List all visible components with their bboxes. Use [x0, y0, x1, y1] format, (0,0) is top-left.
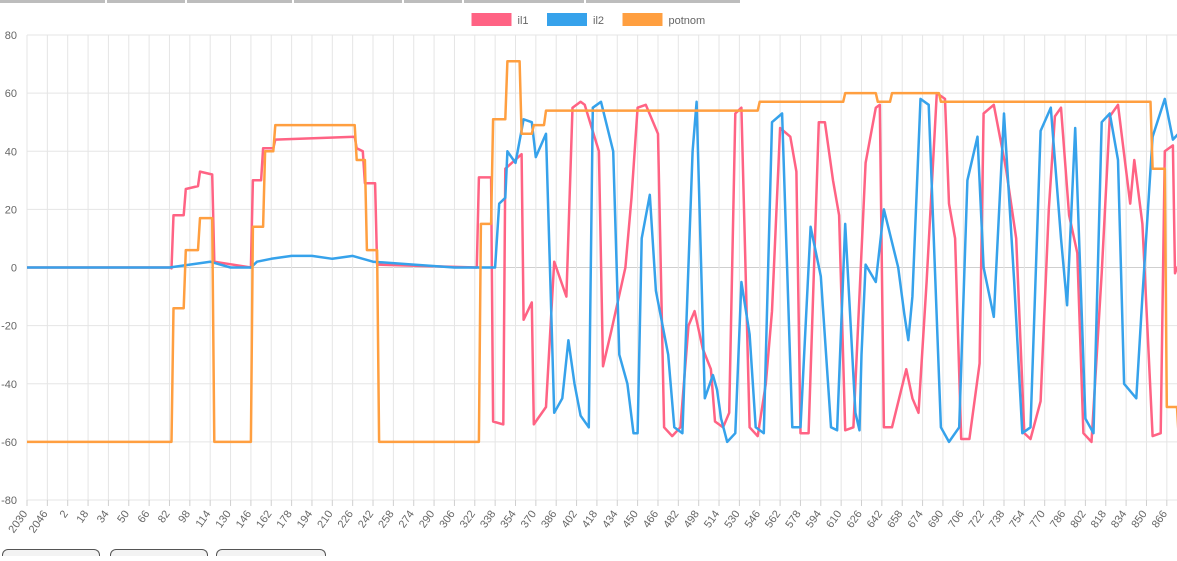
y-tick-label: 80 — [5, 30, 17, 42]
y-tick-label: 0 — [11, 263, 17, 275]
x-tick-label: 162 — [254, 508, 274, 530]
x-tick-label: 434 — [600, 508, 620, 530]
x-tick-label: 34 — [95, 508, 112, 525]
x-tick-label: 850 — [1129, 508, 1149, 530]
x-tick-label: 370 — [519, 508, 539, 530]
x-tick-label: 50 — [115, 508, 132, 525]
x-tick-label: 2 — [58, 508, 71, 520]
series-line-il2 — [27, 97, 1177, 444]
bottom-button-1[interactable] — [2, 549, 100, 556]
x-tick-label: 594 — [804, 508, 824, 530]
legend-label-il2: il2 — [593, 15, 604, 27]
x-tick-label: 642 — [865, 508, 885, 530]
x-tick-label: 210 — [315, 508, 335, 530]
x-tick-label: 146 — [234, 508, 254, 530]
y-tick-label: -20 — [1, 321, 17, 333]
legend-swatch-il2 — [547, 13, 587, 26]
x-tick-label: 466 — [641, 508, 661, 530]
x-tick-label: 546 — [743, 508, 763, 530]
y-tick-label: 60 — [5, 88, 17, 100]
x-tick-label: 274 — [397, 508, 417, 530]
x-tick-label: 2030 — [6, 508, 30, 535]
x-tick-label: 82 — [156, 508, 173, 525]
x-tick-label: 418 — [580, 508, 600, 530]
y-tick-label: 40 — [5, 146, 17, 158]
x-tick-label: 450 — [621, 508, 641, 530]
x-tick-label: 834 — [1109, 508, 1129, 530]
x-tick-label: 674 — [906, 508, 926, 530]
x-tick-label: 194 — [295, 508, 315, 530]
x-tick-label: 690 — [926, 508, 946, 530]
x-tick-label: 482 — [661, 508, 681, 530]
x-tick-label: 722 — [967, 508, 987, 530]
y-tick-label: 20 — [5, 204, 17, 216]
x-tick-label: 402 — [560, 508, 580, 530]
x-tick-label: 338 — [478, 508, 498, 530]
x-tick-label: 770 — [1028, 508, 1048, 530]
x-tick-label: 610 — [824, 508, 844, 530]
x-tick-label: 242 — [356, 508, 376, 530]
x-tick-label: 322 — [458, 508, 478, 530]
x-tick-label: 98 — [176, 508, 193, 525]
x-tick-label: 866 — [1150, 508, 1170, 530]
x-tick-label: 130 — [213, 508, 233, 530]
x-tick-label: 306 — [437, 508, 457, 530]
x-tick-label: 114 — [194, 508, 214, 529]
legend-swatch-potnom — [622, 13, 663, 26]
x-tick-label: 562 — [763, 508, 783, 530]
x-tick-label: 178 — [275, 508, 295, 530]
x-tick-label: 818 — [1089, 508, 1109, 530]
x-tick-label: 498 — [682, 508, 702, 530]
top-tab-strip — [0, 0, 740, 3]
x-tick-label: 754 — [1007, 508, 1027, 530]
x-tick-label: 658 — [885, 508, 905, 530]
legend-swatch-il1 — [471, 13, 512, 26]
x-tick-label: 226 — [336, 508, 356, 530]
x-tick-label: 530 — [722, 508, 742, 530]
x-tick-label: 2046 — [27, 508, 51, 535]
y-tick-label: -40 — [1, 379, 17, 391]
x-tick-label: 738 — [987, 508, 1007, 530]
y-tick-label: -80 — [1, 495, 17, 507]
x-tick-label: 18 — [75, 508, 92, 525]
y-tick-label: -60 — [1, 437, 17, 449]
x-tick-label: 514 — [702, 508, 722, 530]
x-tick-label: 802 — [1068, 508, 1088, 530]
x-tick-label: 66 — [136, 508, 153, 525]
x-tick-label: 290 — [417, 508, 437, 530]
legend-label-potnom: potnom — [669, 15, 706, 27]
series-line-potnom — [27, 59, 1177, 444]
bottom-button-2[interactable] — [110, 549, 208, 556]
bottom-button-3[interactable] — [216, 549, 326, 556]
x-tick-label: 578 — [783, 508, 803, 530]
x-tick-label: 354 — [498, 508, 518, 530]
x-tick-label: 258 — [376, 508, 396, 530]
x-tick-label: 626 — [844, 508, 864, 530]
x-tick-label: 386 — [539, 508, 559, 530]
legend-label-il1: il1 — [518, 15, 529, 27]
x-tick-label: 786 — [1048, 508, 1068, 530]
x-tick-label: 706 — [946, 508, 966, 530]
